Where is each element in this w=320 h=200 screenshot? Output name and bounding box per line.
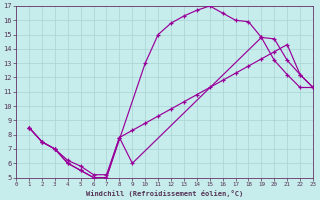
X-axis label: Windchill (Refroidissement éolien,°C): Windchill (Refroidissement éolien,°C) — [86, 190, 243, 197]
